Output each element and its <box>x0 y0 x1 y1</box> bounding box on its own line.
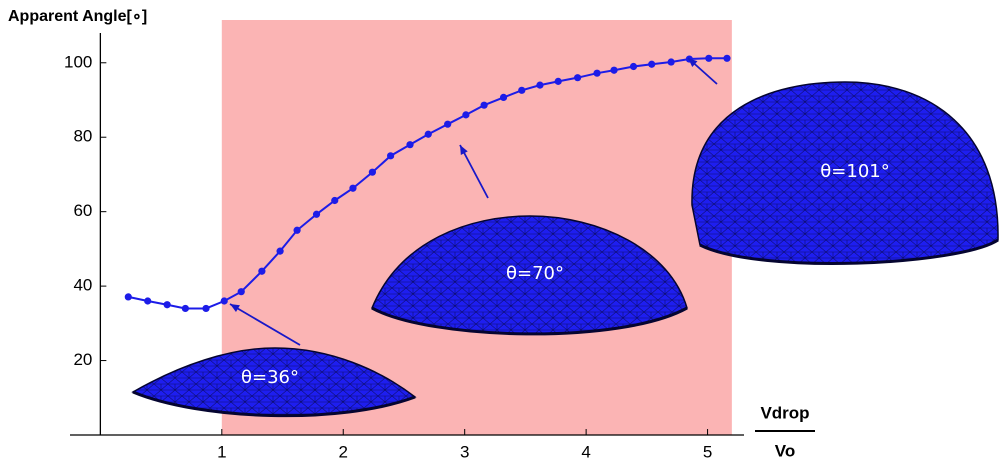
droplet-angle-label: θ=101° <box>820 161 889 182</box>
data-point <box>293 227 300 234</box>
data-point <box>500 94 507 101</box>
data-point <box>164 301 171 308</box>
y-axis-label: Apparent Angle[∘] <box>8 8 147 25</box>
data-point <box>593 70 600 77</box>
x-tick-label: 5 <box>703 442 712 461</box>
x-tick-label: 3 <box>460 442 469 461</box>
data-point <box>425 131 432 138</box>
data-point <box>406 141 413 148</box>
x-axis-label-denominator: Vo <box>775 441 795 460</box>
data-point <box>221 297 228 304</box>
data-point <box>238 288 245 295</box>
y-tick-label: 40 <box>73 276 92 295</box>
y-tick-label: 80 <box>73 127 92 146</box>
data-point <box>276 248 283 255</box>
data-point <box>481 102 488 109</box>
data-point <box>630 63 637 70</box>
data-point <box>610 67 617 74</box>
data-point <box>648 61 655 68</box>
data-point <box>518 87 525 94</box>
droplet-angle-label: θ=70° <box>506 263 564 284</box>
data-point <box>668 58 675 65</box>
data-point <box>125 293 132 300</box>
y-tick-label: 60 <box>73 201 92 220</box>
data-point <box>331 197 338 204</box>
data-point <box>444 121 451 128</box>
data-point <box>555 78 562 85</box>
data-point <box>182 305 189 312</box>
data-point <box>369 169 376 176</box>
data-point <box>202 305 209 312</box>
data-point <box>313 211 320 218</box>
data-point <box>462 111 469 118</box>
data-point <box>723 55 730 62</box>
data-point <box>705 55 712 62</box>
data-point <box>258 268 265 275</box>
data-point <box>387 152 394 159</box>
x-tick-label: 4 <box>581 442 590 461</box>
x-tick-label: 2 <box>339 442 348 461</box>
x-axis-label-numerator: Vdrop <box>760 403 809 422</box>
data-point <box>574 74 581 81</box>
data-point <box>536 82 543 89</box>
y-tick-label: 20 <box>73 350 92 369</box>
x-tick-label: 1 <box>217 442 226 461</box>
data-point <box>349 185 356 192</box>
y-tick-label: 100 <box>64 52 92 71</box>
data-point <box>144 297 151 304</box>
chart: Apparent Angle[∘] Vdrop Vo 20 40 60 80 100 1 2… <box>0 0 1003 464</box>
droplet-angle-label: θ=36° <box>241 367 299 388</box>
